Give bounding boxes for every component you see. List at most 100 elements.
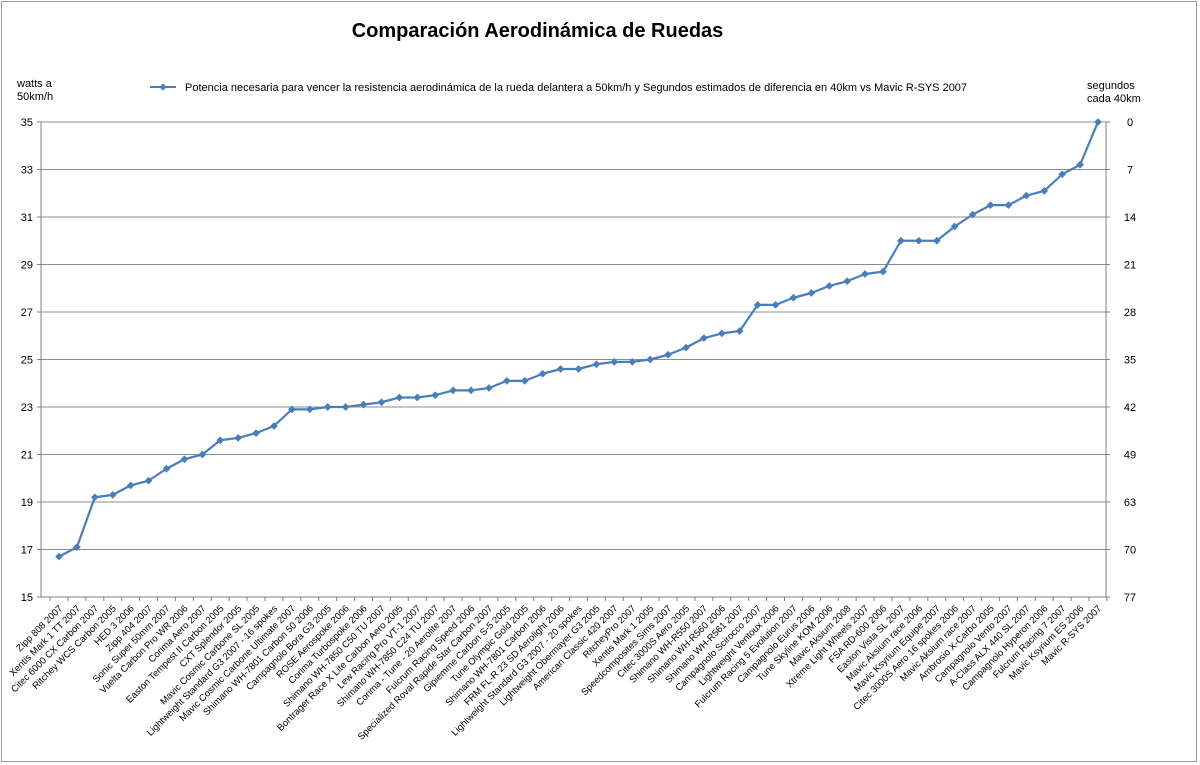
data-point — [72, 543, 81, 552]
data-point — [1058, 170, 1067, 179]
data-point — [198, 450, 207, 459]
data-point — [395, 393, 404, 402]
data-point — [753, 300, 762, 309]
left-y-tick-label: 29 — [21, 260, 33, 272]
gridlines — [41, 121, 1106, 550]
data-point — [735, 327, 744, 335]
left-y-tick-label: 19 — [21, 497, 33, 509]
left-y-tick-label: 23 — [21, 402, 33, 414]
data-point — [431, 391, 440, 400]
right-y-tick-label: 49 — [1124, 450, 1136, 462]
data-point — [538, 369, 547, 378]
data-point — [789, 293, 798, 302]
data-point — [592, 360, 601, 369]
right-axis-title-line-2: cada 40km — [1087, 93, 1141, 105]
data-point — [717, 329, 726, 338]
data-point — [287, 405, 296, 414]
left-axis-title-line-2: 50km/h — [17, 91, 54, 103]
data-point — [520, 376, 529, 385]
right-y-tick-label: 77 — [1124, 592, 1136, 604]
data-point — [216, 436, 225, 445]
left-axis-title-line-1: watts a — [17, 78, 52, 90]
data-point — [896, 236, 905, 245]
data-point — [646, 355, 655, 364]
chart-title: Comparación Aerodinámica de Ruedas — [351, 20, 724, 42]
data-point — [843, 277, 852, 286]
left-y-tick-label: 27 — [21, 307, 33, 319]
series-line — [55, 118, 1102, 561]
data-point — [932, 236, 941, 245]
series-path — [58, 121, 1100, 558]
data-point — [449, 386, 458, 395]
left-y-tick-label: 31 — [21, 212, 33, 224]
data-point — [825, 281, 834, 290]
data-point — [574, 365, 583, 373]
right-axis-title-line-1: segundos — [1087, 80, 1135, 92]
data-point — [234, 433, 243, 442]
data-point — [108, 490, 117, 499]
right-y-tick-label: 0 — [1127, 117, 1133, 129]
data-point — [628, 357, 637, 366]
data-point — [771, 300, 780, 309]
left-y-tick-label: 15 — [21, 592, 33, 604]
left-y-tick-label: 33 — [21, 165, 33, 177]
data-point — [90, 493, 99, 502]
right-y-tick-label: 70 — [1124, 545, 1136, 557]
data-point — [270, 422, 278, 430]
data-point — [413, 393, 422, 402]
data-point — [55, 552, 63, 561]
right-y-tick-label: 42 — [1124, 402, 1136, 414]
data-point — [556, 365, 565, 373]
right-y-tick-label: 7 — [1127, 165, 1133, 177]
data-point — [807, 289, 816, 297]
data-point — [1022, 191, 1031, 200]
right-y-tick-label: 28 — [1124, 307, 1136, 319]
data-point — [861, 270, 870, 278]
left-y-tick-label: 25 — [21, 355, 33, 367]
data-point — [682, 343, 690, 352]
data-point — [323, 403, 332, 411]
data-point — [180, 455, 189, 464]
left-axis-title: watts a 50km/h — [17, 78, 53, 104]
data-point — [377, 398, 386, 407]
left-y-tick-label: 35 — [21, 117, 33, 129]
data-point — [467, 386, 475, 395]
axes — [37, 121, 1110, 601]
right-y-tick-label: 63 — [1124, 497, 1136, 509]
left-y-tick-label: 17 — [21, 545, 33, 557]
data-point — [1004, 201, 1013, 210]
legend-label: Potencia necesaria para vencer la resist… — [185, 82, 968, 94]
data-point — [359, 400, 368, 409]
data-point — [144, 476, 153, 485]
data-point — [484, 384, 493, 392]
data-point — [986, 201, 995, 210]
data-point — [1076, 160, 1085, 169]
data-point — [879, 267, 887, 276]
data-point — [502, 376, 511, 385]
left-y-tick-label: 21 — [21, 450, 33, 462]
left-y-tick-labels: 15 17 19 21 23 25 27 29 31 33 35 — [21, 117, 33, 604]
data-point — [1040, 186, 1049, 195]
data-point — [341, 403, 350, 411]
data-point — [610, 357, 619, 366]
data-point — [699, 334, 708, 343]
legend — [150, 83, 176, 91]
right-axis-title: segundos cada 40km — [1087, 80, 1141, 106]
data-point — [664, 350, 673, 359]
data-point — [914, 236, 923, 245]
data-point — [968, 210, 977, 219]
right-y-tick-label: 35 — [1124, 355, 1136, 367]
data-point — [252, 429, 261, 438]
data-point — [950, 222, 959, 231]
data-point — [305, 405, 314, 414]
right-y-tick-label: 14 — [1124, 212, 1136, 224]
data-point — [1094, 118, 1102, 126]
data-point — [162, 464, 171, 473]
legend-marker — [159, 83, 167, 91]
data-point — [126, 481, 135, 490]
right-y-tick-label: 21 — [1124, 260, 1136, 272]
